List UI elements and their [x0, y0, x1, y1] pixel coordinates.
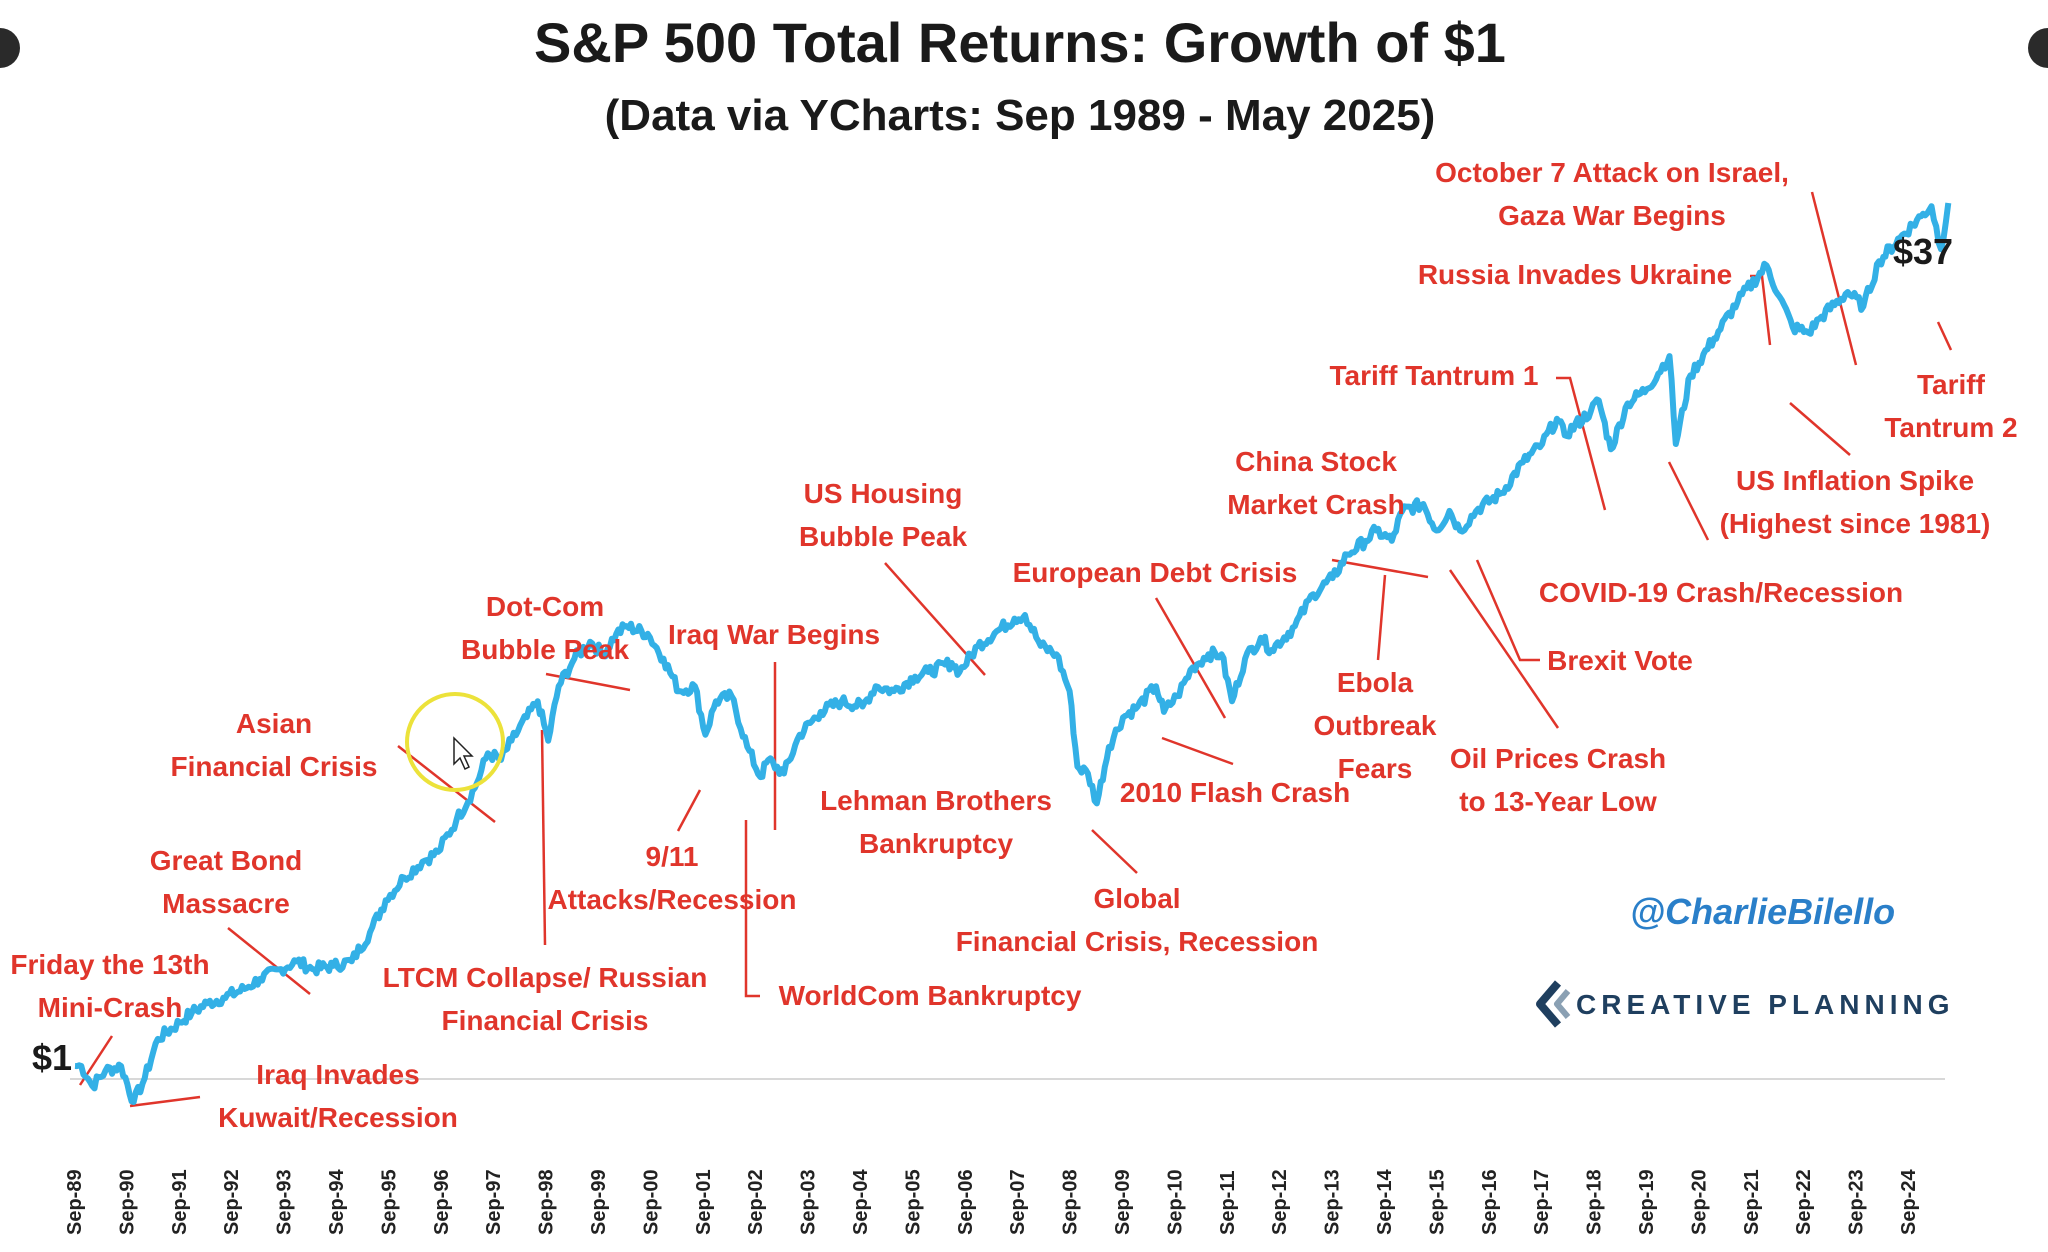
x-tick-label: Sep-96 [431, 1169, 453, 1235]
x-tick-label: Sep-17 [1531, 1169, 1553, 1235]
left-nav-button[interactable] [0, 28, 20, 68]
x-tick-label: Sep-10 [1164, 1169, 1186, 1235]
annotation-leader-line [1331, 558, 1429, 579]
x-tick-label: Sep-90 [116, 1169, 138, 1235]
annotation-label: US Housing Bubble Peak [799, 478, 967, 552]
annotation-label: WorldCom Bankruptcy [779, 980, 1082, 1011]
x-tick-label: Sep-07 [1007, 1169, 1029, 1235]
annotation-leader-line [227, 927, 311, 995]
annotation-label: Lehman Brothers Bankruptcy [820, 785, 1052, 859]
right-nav-button[interactable] [2028, 28, 2048, 68]
annotation-leaders [78, 191, 1953, 1108]
x-tick-label: Sep-12 [1269, 1169, 1291, 1235]
annotation-label: Tariff Tantrum 2 [1884, 369, 2017, 443]
x-tick-label: Sep-00 [640, 1169, 662, 1235]
x-tick-label: Sep-03 [798, 1169, 820, 1235]
x-tick-label: Sep-89 [64, 1169, 86, 1235]
x-tick-label: Sep-05 [902, 1169, 924, 1235]
x-tick-label: Sep-19 [1636, 1169, 1658, 1235]
x-tick-label: Sep-16 [1479, 1169, 1501, 1235]
annotation-label: October 7 Attack on Israel, Gaza War Begi… [1435, 157, 1789, 231]
brand-name: CREATIVE PLANNING [1576, 989, 1955, 1020]
x-tick-label: Sep-23 [1846, 1169, 1868, 1235]
cursor-highlight [405, 692, 505, 792]
x-tick-label: Sep-06 [955, 1169, 977, 1235]
x-tick-label: Sep-22 [1793, 1169, 1815, 1235]
annotation-leader-line [1810, 191, 1858, 366]
x-axis-ticks: Sep-89 Sep-90 Sep-91 Sep-92 Sep-93 Sep-94 Sep-… [64, 1169, 1920, 1235]
x-tick-label: Sep-97 [483, 1169, 505, 1235]
annotation-label: COVID-19 Crash/Recession [1539, 577, 1903, 608]
end-value-label: $37 [1893, 231, 1953, 272]
annotation-label: 2010 Flash Crash [1120, 777, 1350, 808]
author-handle: @CharlieBilello [1630, 891, 1895, 932]
x-tick-label: Sep-08 [1060, 1169, 1082, 1235]
annotation-label: Brexit Vote [1547, 645, 1693, 676]
x-tick-label: Sep-15 [1426, 1169, 1448, 1235]
annotation-leader-line [1556, 376, 1607, 511]
x-tick-label: Sep-02 [745, 1169, 767, 1235]
x-tick-label: Sep-13 [1322, 1169, 1344, 1235]
annotation-leader-line [1154, 597, 1227, 719]
annotation-leader-line [540, 729, 547, 946]
series-line [74, 202, 1952, 1105]
annotation-leader-line [1750, 274, 1772, 346]
annotation-leader-line [1376, 574, 1387, 661]
x-tick-label: Sep-11 [1217, 1171, 1239, 1235]
annotation-label: Asian Financial Crisis [171, 708, 378, 782]
annotation-label: Iraq War Begins [668, 619, 880, 650]
x-tick-label: Sep-95 [378, 1169, 400, 1235]
annotation-leader-line [1091, 829, 1138, 874]
brand-logo-icon [1536, 980, 1571, 1028]
chart-title: S&P 500 Total Returns: Growth of $1 [534, 11, 1506, 74]
annotation-label: China Stock Market Crash [1227, 446, 1404, 520]
x-tick-label: Sep-18 [1584, 1169, 1606, 1235]
x-tick-label: Sep-04 [850, 1169, 872, 1235]
annotation-leader-line [1475, 559, 1540, 662]
chart-subtitle: (Data via YCharts: Sep 1989 - May 2025) [605, 91, 1436, 140]
x-tick-label: Sep-09 [1112, 1169, 1134, 1235]
x-tick-label: Sep-14 [1374, 1169, 1396, 1235]
x-tick-label: Sep-01 [693, 1169, 715, 1235]
annotation-label: Friday the 13th Mini-Crash [10, 949, 209, 1023]
start-value-label: $1 [32, 1037, 72, 1078]
x-tick-label: Sep-20 [1688, 1169, 1710, 1235]
x-tick-label: Sep-24 [1898, 1169, 1920, 1235]
annotation-leader-line [397, 745, 496, 823]
annotation-label: Oil Prices Crash to 13-Year Low [1450, 743, 1666, 817]
annotation-leader-line [1789, 402, 1851, 456]
x-tick-label: Sep-92 [221, 1169, 243, 1235]
annotation-label: 9/11 Attacks/Recession [547, 841, 796, 915]
annotation-label: Ebola Outbreak Fears [1314, 667, 1437, 784]
annotation-label: Dot-Com Bubble Peak [461, 591, 629, 665]
annotation-leader-line [1161, 736, 1234, 766]
x-tick-label: Sep-93 [274, 1169, 296, 1235]
annotation-label: Great Bond Massacre [150, 845, 302, 919]
annotation-leader-line [1667, 461, 1710, 541]
x-tick-label: Sep-98 [536, 1169, 558, 1235]
x-tick-label: Sep-91 [169, 1169, 191, 1235]
annotation-label: Global Financial Crisis, Recession [956, 883, 1319, 957]
annotation-leader-line [1448, 569, 1560, 729]
x-tick-label: Sep-21 [1741, 1169, 1763, 1235]
annotation-leader-line [676, 789, 702, 832]
annotation-label: Russia Invades Ukraine [1418, 259, 1732, 290]
annotation-leader-line [744, 820, 760, 998]
x-tick-label: Sep-99 [588, 1169, 610, 1235]
annotation-leader-line [129, 1095, 201, 1108]
annotation-leader-line [1936, 321, 1953, 351]
annotation-label: European Debt Crisis [1013, 557, 1298, 588]
series-layer [74, 202, 1952, 1105]
annotation-label: Iraq Invades Kuwait/Recession [218, 1059, 458, 1133]
annotation-label: Tariff Tantrum 1 [1330, 360, 1539, 391]
mouse-pointer-icon [453, 736, 474, 771]
annotation-label: US Inflation Spike (Highest since 1981) [1720, 465, 1991, 539]
annotation-label: LTCM Collapse/ Russian Financial Crisis [383, 962, 708, 1036]
x-tick-label: Sep-94 [326, 1169, 348, 1235]
